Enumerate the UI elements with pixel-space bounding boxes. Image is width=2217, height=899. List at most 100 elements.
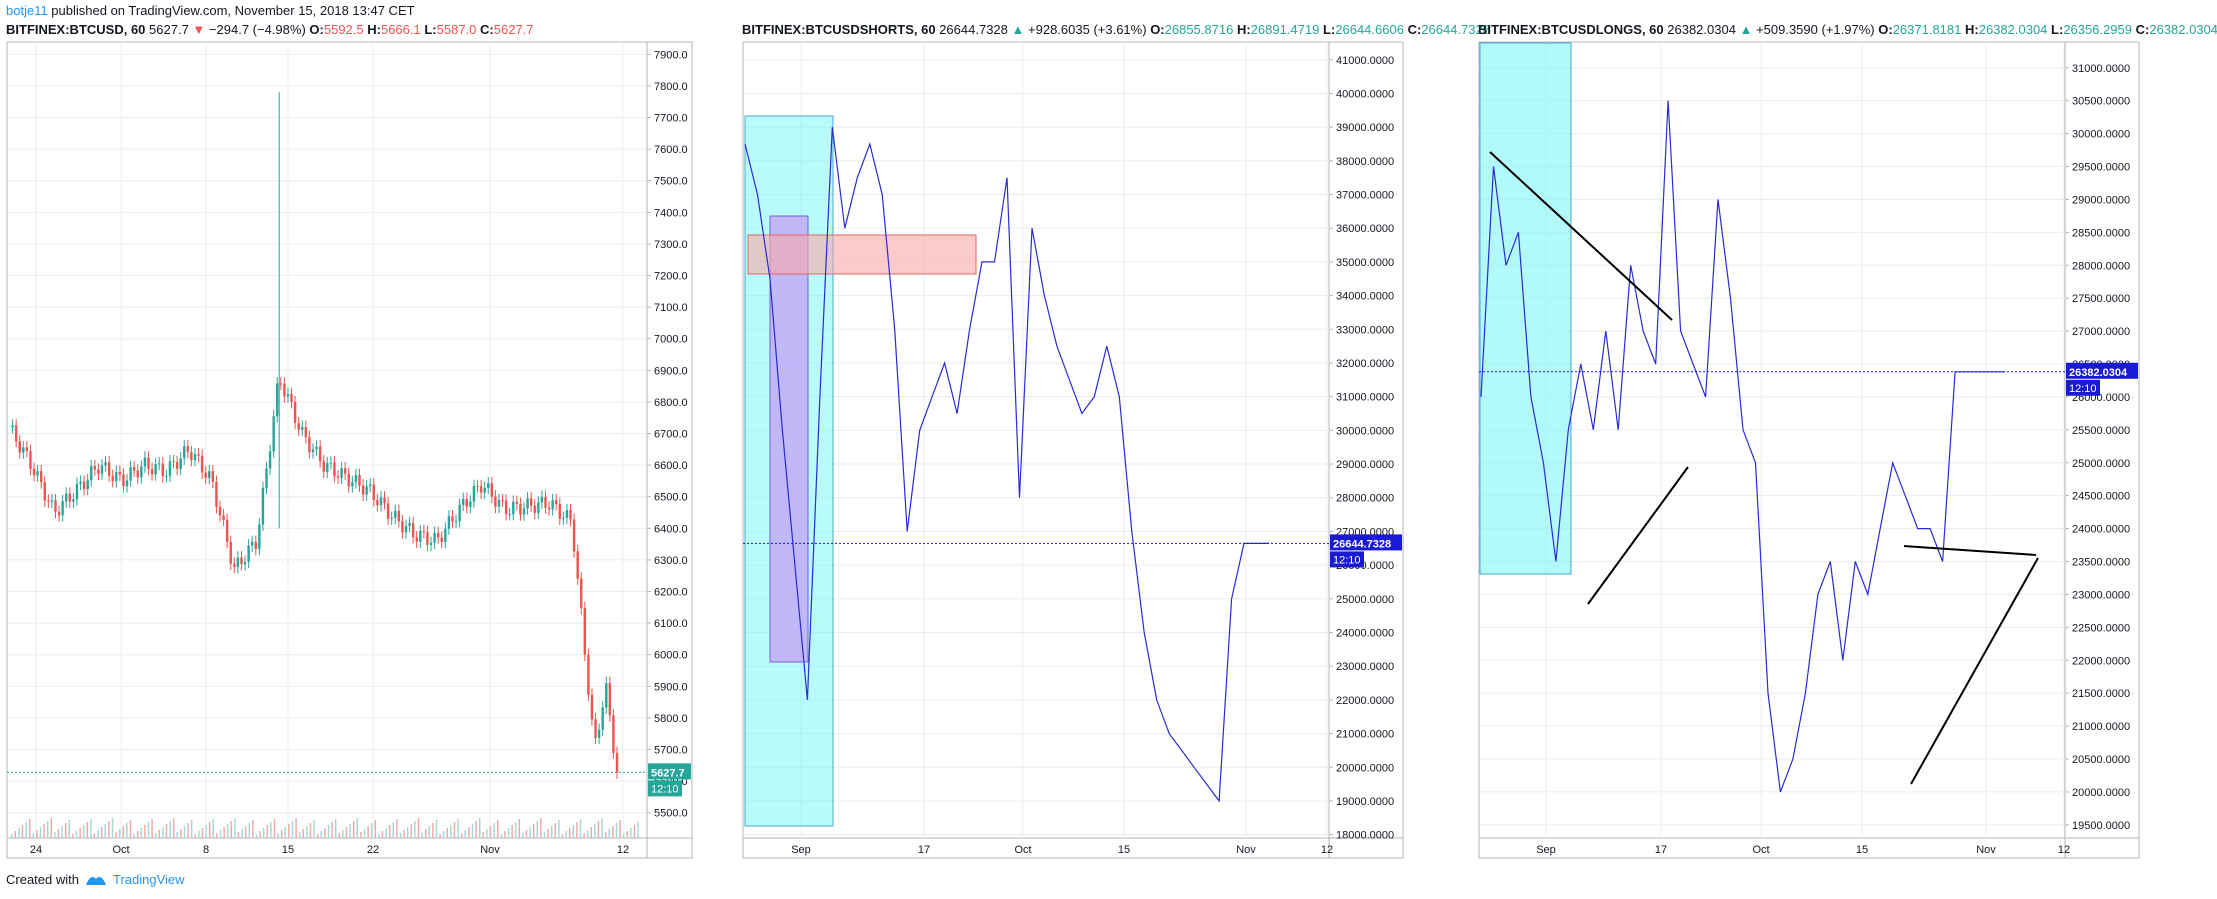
candle-body <box>537 502 540 513</box>
panel-3-l-label: L: <box>2051 22 2064 37</box>
y-tick-label: 7800.0 <box>654 81 688 93</box>
volume-bar <box>435 820 438 838</box>
candle-body <box>186 446 190 453</box>
candle-body <box>122 474 125 487</box>
volume-bar <box>61 826 63 838</box>
candle-body <box>283 383 286 397</box>
candle-body <box>311 449 315 453</box>
volume-bar <box>320 831 322 838</box>
candle-body <box>372 484 375 500</box>
x-tick-label: 15 <box>1118 844 1130 856</box>
x-tick-label: Sep <box>1536 844 1556 856</box>
y-tick-label: 23000.0000 <box>2072 589 2130 601</box>
volume-bar <box>65 823 67 838</box>
candle-body <box>79 481 82 484</box>
candle-body <box>447 516 451 529</box>
volume-bar <box>515 822 517 838</box>
volume-bar <box>212 819 214 838</box>
candle-body <box>208 471 211 478</box>
candle-body <box>100 465 104 474</box>
y-tick-label: 27500.0000 <box>2072 293 2130 305</box>
candle-body <box>494 496 497 507</box>
panel-3-o-label: O: <box>1878 22 1893 37</box>
volume-bar <box>637 822 639 838</box>
volume-bar <box>47 821 49 838</box>
volume-bar <box>198 831 200 838</box>
candle-body <box>22 447 25 453</box>
countdown-badge <box>1330 551 1364 568</box>
candle-body <box>497 500 501 507</box>
candle-body <box>436 532 440 538</box>
candle-body <box>265 468 268 488</box>
y-tick-label: 25500.0000 <box>2072 425 2130 437</box>
candle-body <box>562 517 565 519</box>
volume-bar <box>522 833 524 838</box>
candle-body <box>512 501 515 515</box>
y-tick-label: 21500.0000 <box>2072 688 2130 700</box>
volume-bar <box>79 828 81 838</box>
volume-bar <box>497 820 499 838</box>
volume-bar <box>194 834 196 838</box>
candle-body <box>597 729 601 738</box>
y-tick-label: 6800.0 <box>654 397 688 409</box>
candle-body <box>75 483 79 500</box>
x-tick-label: 12 <box>617 844 629 856</box>
volume-bar <box>169 821 171 838</box>
candle-body <box>540 496 544 503</box>
candle-body <box>93 466 97 470</box>
volume-bar <box>417 818 420 838</box>
volume-bar <box>151 819 153 838</box>
candle-body <box>354 474 358 483</box>
x-tick-label: 15 <box>1856 844 1868 856</box>
panel-3-change: +509.3590 (+1.97%) <box>1756 22 1875 37</box>
candle-body <box>243 561 247 565</box>
y-tick-label: 24000.0000 <box>1336 627 1394 639</box>
candle-body <box>433 532 436 543</box>
candle-body <box>215 481 218 508</box>
candle-body <box>65 493 68 502</box>
candle-body <box>329 462 333 464</box>
y-tick-label: 7300.0 <box>654 239 688 251</box>
volume-bar <box>554 823 556 838</box>
candle-body <box>251 541 254 546</box>
panel-2-low: 26644.6606 <box>1335 22 1404 37</box>
last-price-badge <box>1330 534 1402 551</box>
y-tick-label: 25000.0000 <box>1336 594 1394 606</box>
candle-body <box>401 521 404 533</box>
trend-line <box>1910 557 2039 785</box>
volume-bar <box>237 832 240 838</box>
candle-body <box>29 451 32 469</box>
price-line <box>1480 100 2005 793</box>
volume-bar <box>43 824 45 838</box>
volume-bar <box>392 822 394 838</box>
author-link[interactable]: botje11 <box>6 3 48 18</box>
candle-body <box>422 531 426 533</box>
y-tick-label: 35000.0000 <box>1336 257 1394 269</box>
x-tick-label: 8 <box>203 844 209 856</box>
y-tick-label: 6600.0 <box>654 460 688 472</box>
panel-1-close: 5627.7 <box>493 22 534 37</box>
candle-body <box>136 470 139 478</box>
volume-bar <box>403 830 405 838</box>
volume-bar <box>597 821 600 838</box>
volume-bar <box>122 826 124 838</box>
y-tick-label: 5500.0 <box>654 808 688 820</box>
candle-body <box>590 694 594 720</box>
candle-body <box>583 608 587 655</box>
panel-3-title: BITFINEX:BTCUSDLONGS, 60 26382.0304 ▲ +5… <box>1478 22 2217 37</box>
y-tick-label: 7600.0 <box>654 144 688 156</box>
volume-bar <box>255 834 258 838</box>
volume-bar <box>209 822 211 838</box>
candle-body <box>261 487 265 525</box>
volume-bar <box>551 826 553 838</box>
volume-bar <box>324 828 326 838</box>
y-tick-label: 20500.0000 <box>2072 754 2130 766</box>
y-tick-label: 28000.0000 <box>2072 260 2130 272</box>
volume-bar <box>461 833 463 838</box>
countdown-badge <box>2066 379 2100 396</box>
volume-bar <box>432 823 434 838</box>
candle-body <box>14 425 18 442</box>
tradingview-brand-link[interactable]: TradingView <box>112 872 185 887</box>
candle-body <box>290 393 293 403</box>
